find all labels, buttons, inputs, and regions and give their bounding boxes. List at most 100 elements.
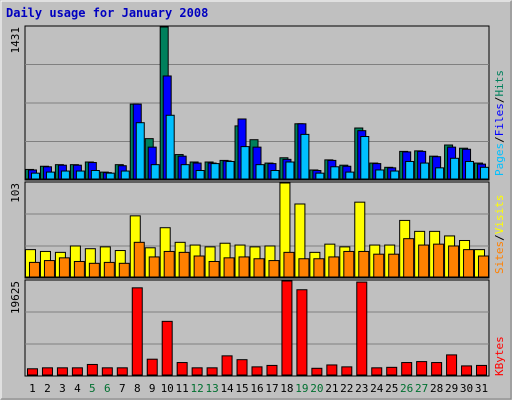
bar-kbytes-day-31 — [476, 364, 488, 376]
bar-kbytes-day-1 — [26, 368, 38, 376]
x-tick-label-day-11: 11 — [176, 382, 189, 395]
bar-pages-day-24 — [375, 169, 385, 180]
x-tick-label-day-2: 2 — [44, 382, 51, 395]
x-tick-label-day-31: 31 — [475, 382, 488, 395]
panel-bottom: 19625 — [9, 279, 490, 377]
bar-pages-day-27 — [420, 162, 430, 180]
bar-pages-day-23 — [360, 136, 370, 180]
legend-item-visits: Visits — [493, 195, 506, 235]
bar-pages-day-29 — [450, 157, 460, 180]
x-axis-day-labels: 1 2 3 4 5 6 7 8 9 10 11 12 13 14 15 16 17 18 19 20 21 22 23 24 2… — [29, 382, 488, 395]
legend-item-files: Files — [493, 103, 506, 136]
panels-layer: 1431 103 19625 — [9, 25, 490, 377]
chart-title: Daily usage for January 2008 — [6, 6, 208, 20]
bar-kbytes-day-4 — [71, 367, 83, 376]
bar-sites-day-31 — [478, 255, 490, 278]
bar-kbytes-day-22 — [341, 366, 353, 376]
panel-top-ymax-label: 1431 — [9, 27, 22, 54]
bar-kbytes-day-19 — [296, 289, 308, 376]
bar-pages-day-25 — [390, 170, 400, 180]
x-tick-label-day-5: 5 — [89, 382, 96, 395]
bar-sites-day-10 — [163, 250, 175, 278]
bar-pages-day-17 — [270, 170, 280, 180]
bar-sites-day-3 — [58, 257, 70, 278]
x-tick-label-day-4: 4 — [74, 382, 81, 395]
bar-sites-day-24 — [373, 253, 385, 278]
x-tick-label-day-9: 9 — [149, 382, 156, 395]
bar-kbytes-day-14 — [221, 355, 233, 376]
bar-kbytes-day-18 — [281, 280, 293, 376]
bar-pages-day-21 — [330, 166, 340, 180]
bar-sites-day-18 — [283, 251, 295, 278]
bar-sites-day-16 — [253, 258, 265, 278]
bar-pages-day-19 — [300, 133, 310, 180]
bar-sites-day-2 — [43, 260, 55, 278]
x-tick-label-day-26: 26 — [400, 382, 413, 395]
bar-kbytes-day-16 — [251, 366, 263, 376]
bar-pages-day-13 — [210, 163, 220, 180]
bar-kbytes-day-26 — [401, 362, 413, 376]
bar-sites-day-28 — [433, 243, 445, 278]
x-tick-label-day-27: 27 — [415, 382, 428, 395]
bar-pages-day-6 — [105, 172, 115, 180]
panel-top: 1431 — [9, 25, 490, 181]
x-tick-label-day-19: 19 — [295, 382, 308, 395]
panel-middle: 103 — [9, 181, 490, 279]
x-tick-label-day-28: 28 — [430, 382, 443, 395]
bar-kbytes-day-5 — [86, 363, 98, 376]
bar-pages-day-10 — [165, 114, 175, 180]
x-tick-label-day-23: 23 — [355, 382, 368, 395]
legend-item-hits: Hits — [493, 70, 506, 97]
legend-bottom: KBytes — [493, 336, 506, 376]
bar-sites-day-4 — [73, 260, 85, 278]
panel-middle-ymax-label: 103 — [9, 183, 22, 203]
legend-separator: / — [493, 234, 506, 241]
bar-sites-day-15 — [238, 256, 250, 278]
x-tick-label-day-16: 16 — [250, 382, 263, 395]
bar-pages-day-26 — [405, 160, 415, 180]
x-tick-label-day-22: 22 — [340, 382, 353, 395]
x-tick-label-day-18: 18 — [280, 382, 293, 395]
legend-separator: / — [493, 97, 506, 104]
bar-pages-day-5 — [90, 170, 100, 180]
panel-bottom-plot-area — [24, 279, 490, 377]
bar-pages-day-14 — [225, 160, 235, 180]
bar-sites-day-21 — [328, 256, 340, 278]
bar-kbytes-day-10 — [161, 320, 173, 376]
bar-sites-day-9 — [148, 256, 160, 278]
bar-kbytes-day-20 — [311, 367, 323, 376]
x-tick-label-day-20: 20 — [310, 382, 323, 395]
legend-middle: Sites/Visits — [493, 195, 506, 275]
bar-kbytes-day-28 — [431, 362, 443, 376]
bar-sites-day-5 — [88, 262, 100, 278]
x-tick-label-day-13: 13 — [205, 382, 218, 395]
x-tick-label-day-25: 25 — [385, 382, 398, 395]
bar-pages-day-16 — [255, 164, 265, 180]
x-tick-label-day-7: 7 — [119, 382, 126, 395]
bar-kbytes-day-23 — [356, 281, 368, 376]
bar-sites-day-30 — [463, 249, 475, 278]
x-tick-label-day-21: 21 — [325, 382, 338, 395]
bar-kbytes-day-2 — [41, 367, 53, 376]
bar-sites-day-23 — [358, 250, 370, 278]
bar-kbytes-day-15 — [236, 359, 248, 376]
bar-pages-day-3 — [60, 170, 70, 180]
bar-pages-day-31 — [480, 166, 490, 180]
legend-item-pages: Pages — [493, 143, 506, 176]
x-tick-label-day-30: 30 — [460, 382, 473, 395]
panel-bottom-ymax-label: 19625 — [9, 281, 22, 314]
bar-pages-day-11 — [180, 164, 190, 180]
x-tick-label-day-24: 24 — [370, 382, 384, 395]
x-tick-label-day-1: 1 — [29, 382, 36, 395]
bar-kbytes-day-7 — [116, 367, 128, 376]
x-tick-label-day-6: 6 — [104, 382, 111, 395]
bar-pages-day-2 — [45, 171, 55, 180]
bar-sites-day-14 — [223, 257, 235, 278]
bar-kbytes-day-8 — [131, 287, 143, 376]
bar-kbytes-day-30 — [461, 365, 473, 376]
bar-kbytes-day-29 — [446, 354, 458, 376]
